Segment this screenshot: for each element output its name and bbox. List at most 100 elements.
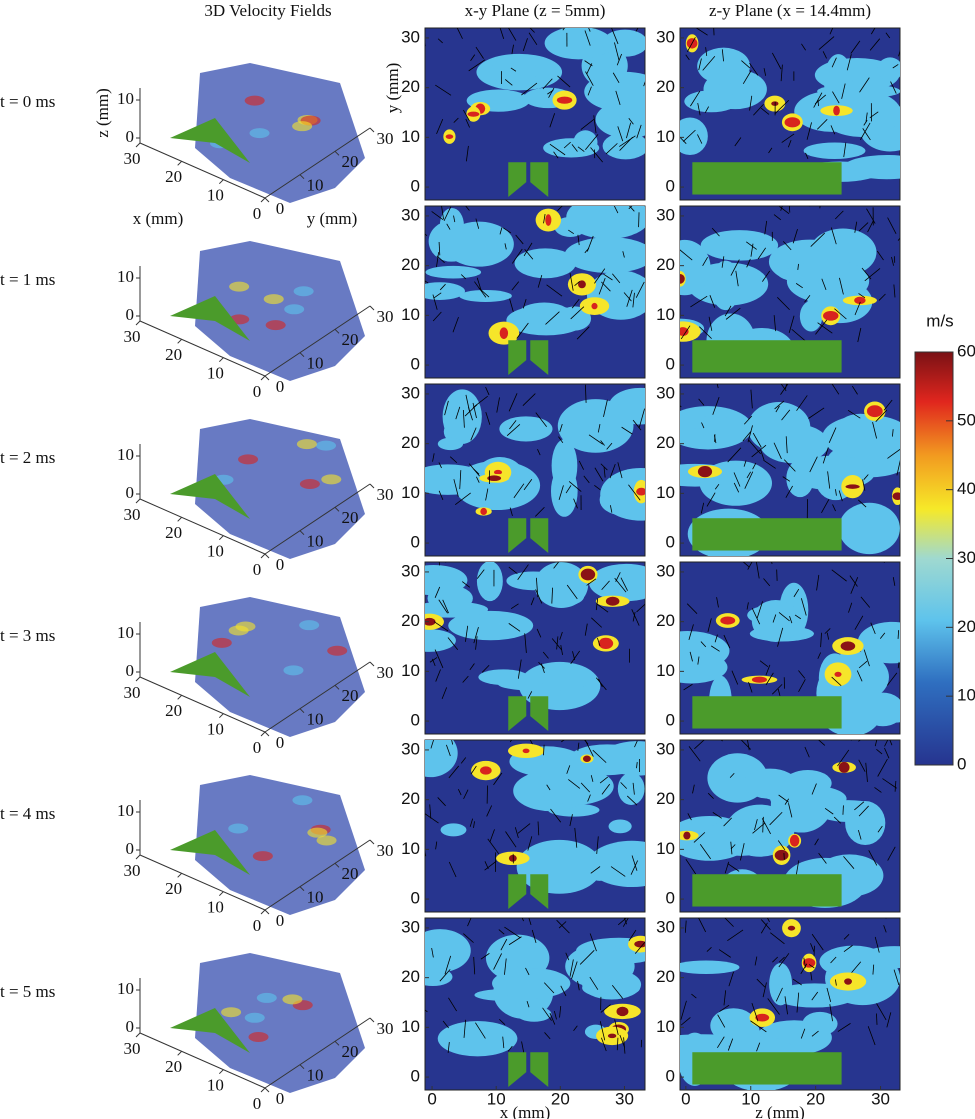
velocity-arrow [754, 819, 758, 831]
electrode [170, 1008, 250, 1053]
velocity-arrow [815, 319, 828, 335]
velocity-arrow [759, 660, 769, 668]
velocity-arrow [893, 969, 900, 986]
y-tick-label: 10 [307, 1066, 324, 1085]
contour-region [442, 389, 482, 444]
contour-region [755, 1013, 770, 1022]
velocity-arrow [528, 918, 532, 926]
velocity-arrow [584, 623, 588, 636]
velocity-arrow [465, 145, 469, 162]
velocity-arrow [792, 229, 798, 244]
velocity-arrow [824, 807, 834, 815]
contour-region [516, 839, 602, 894]
velocity-arrow [626, 289, 633, 307]
velocity-arrow [747, 562, 753, 570]
velocity-arrow [750, 1020, 767, 1033]
velocity-arrow [600, 1004, 611, 1013]
velocity-arrow [632, 419, 642, 431]
velocity-arrow [590, 866, 601, 874]
velocity-hotspot [292, 121, 313, 132]
y-tick-label: 30 [377, 129, 394, 148]
electrode [170, 830, 250, 875]
velocity-arrow [560, 644, 563, 656]
velocity-arrow [486, 805, 493, 817]
colorbar-tick-label: 50 [957, 410, 975, 429]
velocity-arrow [499, 227, 503, 235]
velocity-arrow [508, 623, 521, 632]
velocity-arrow [690, 295, 708, 308]
velocity-arrow [683, 683, 693, 691]
velocity-arrow [685, 54, 690, 61]
velocity-arrow [889, 740, 893, 746]
y-axis-label: y (mm) [307, 209, 358, 228]
velocity-arrow [769, 811, 783, 826]
contour-region [476, 562, 503, 602]
velocity-arrow [800, 963, 808, 975]
contour-fill [680, 28, 900, 182]
contour-region [680, 239, 711, 296]
velocity-arrow [740, 843, 745, 861]
contour-region [427, 585, 473, 612]
velocity-arrow [740, 740, 751, 750]
x-tick [260, 1087, 266, 1093]
velocity-arrow [854, 801, 865, 811]
velocity-arrow [838, 490, 843, 502]
x-tick-label: 30 [871, 1089, 890, 1108]
velocity-arrow [839, 277, 844, 295]
velocity-arrow [537, 274, 543, 288]
velocity-arrow [632, 782, 635, 795]
velocity-arrow [843, 856, 855, 869]
velocity-arrow [688, 746, 701, 762]
velocity-arrow [795, 860, 800, 876]
velocity-arrow [613, 206, 619, 214]
xy_plane-panel: 0 10 20 30 [401, 561, 646, 735]
velocity-arrow [811, 991, 819, 1001]
velocity-arrow [798, 670, 806, 679]
velocity-arrow [638, 408, 645, 428]
velocity-arrow [473, 821, 475, 829]
velocity-arrow [425, 1009, 428, 1013]
contour-region [498, 677, 586, 691]
velocity-arrow [457, 788, 462, 796]
zy_plane-panel: 0 10 20 30 [656, 205, 901, 379]
velocity-arrow [549, 143, 566, 156]
contour-region [499, 416, 553, 442]
x-tick-label: 20 [551, 1089, 570, 1108]
x-axis [139, 854, 266, 911]
velocity-arrow [828, 427, 837, 443]
electrode [508, 162, 527, 198]
velocity-arrow [804, 295, 811, 303]
velocity-arrow [530, 597, 535, 606]
contour-region [557, 399, 634, 453]
x-tick-label: 30 [124, 327, 141, 346]
velocity-arrow [560, 985, 567, 997]
velocity-arrow [484, 860, 497, 871]
velocity-arrow [782, 476, 791, 482]
velocity-arrow [453, 215, 456, 223]
velocity-arrow [449, 456, 458, 464]
velocity-arrow [429, 657, 438, 663]
y-tick-label: 30 [401, 917, 420, 936]
velocity-arrow [884, 747, 890, 759]
velocity-arrow [897, 237, 900, 241]
contour-region [564, 237, 645, 274]
y-tick-label: 30 [656, 383, 675, 402]
velocity-arrow [887, 448, 900, 459]
velocity-arrow [834, 308, 847, 320]
velocity-arrow [770, 932, 785, 945]
velocity-arrow [508, 936, 522, 946]
contour-region [866, 405, 883, 418]
velocity-arrow [876, 1003, 887, 1021]
velocity-arrow [596, 603, 609, 613]
velocity-arrow [751, 444, 767, 458]
velocity-arrow [630, 860, 639, 875]
velocity-hotspot [299, 620, 320, 631]
velocity-arrow [714, 483, 720, 490]
contour-region [833, 105, 840, 116]
velocity-arrow [858, 805, 869, 817]
velocity-arrow [747, 425, 753, 443]
velocity-arrow [521, 1041, 525, 1054]
y-tick-label: 0 [666, 355, 675, 374]
velocity-arrow [438, 462, 442, 469]
velocity-arrow [811, 1030, 819, 1037]
